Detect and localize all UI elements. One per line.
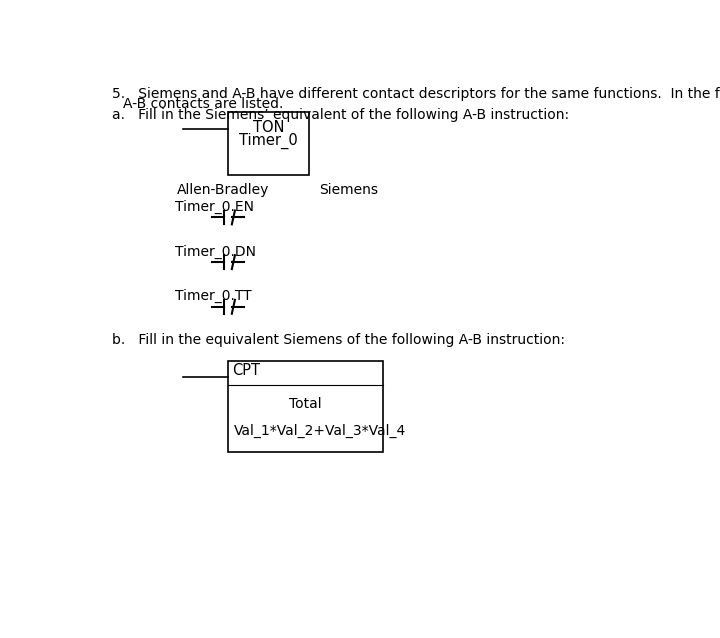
Text: Timer_0: Timer_0	[239, 133, 298, 149]
Text: Timer_0.EN: Timer_0.EN	[175, 200, 254, 214]
Text: 5.   Siemens and A-B have different contact descriptors for the same functions. : 5. Siemens and A-B have different contac…	[112, 87, 720, 101]
Text: a.   Fill in the Siemens’ equivalent of the following A-B instruction:: a. Fill in the Siemens’ equivalent of th…	[112, 108, 569, 122]
Text: Timer_0.DN: Timer_0.DN	[175, 244, 256, 258]
Text: Allen-Bradley: Allen-Bradley	[177, 183, 269, 197]
Text: Val_1*Val_2+Val_3*Val_4: Val_1*Val_2+Val_3*Val_4	[234, 424, 406, 438]
Text: b.   Fill in the equivalent Siemens of the following A-B instruction:: b. Fill in the equivalent Siemens of the…	[112, 333, 564, 347]
Text: Total: Total	[289, 397, 322, 411]
Text: TON: TON	[253, 120, 284, 135]
FancyBboxPatch shape	[228, 112, 310, 175]
Text: Timer_0.TT: Timer_0.TT	[175, 289, 252, 303]
Text: Siemens: Siemens	[319, 183, 377, 197]
Text: CPT: CPT	[233, 363, 261, 378]
FancyBboxPatch shape	[228, 362, 383, 452]
Text: A-B contacts are listed.: A-B contacts are listed.	[122, 98, 283, 112]
